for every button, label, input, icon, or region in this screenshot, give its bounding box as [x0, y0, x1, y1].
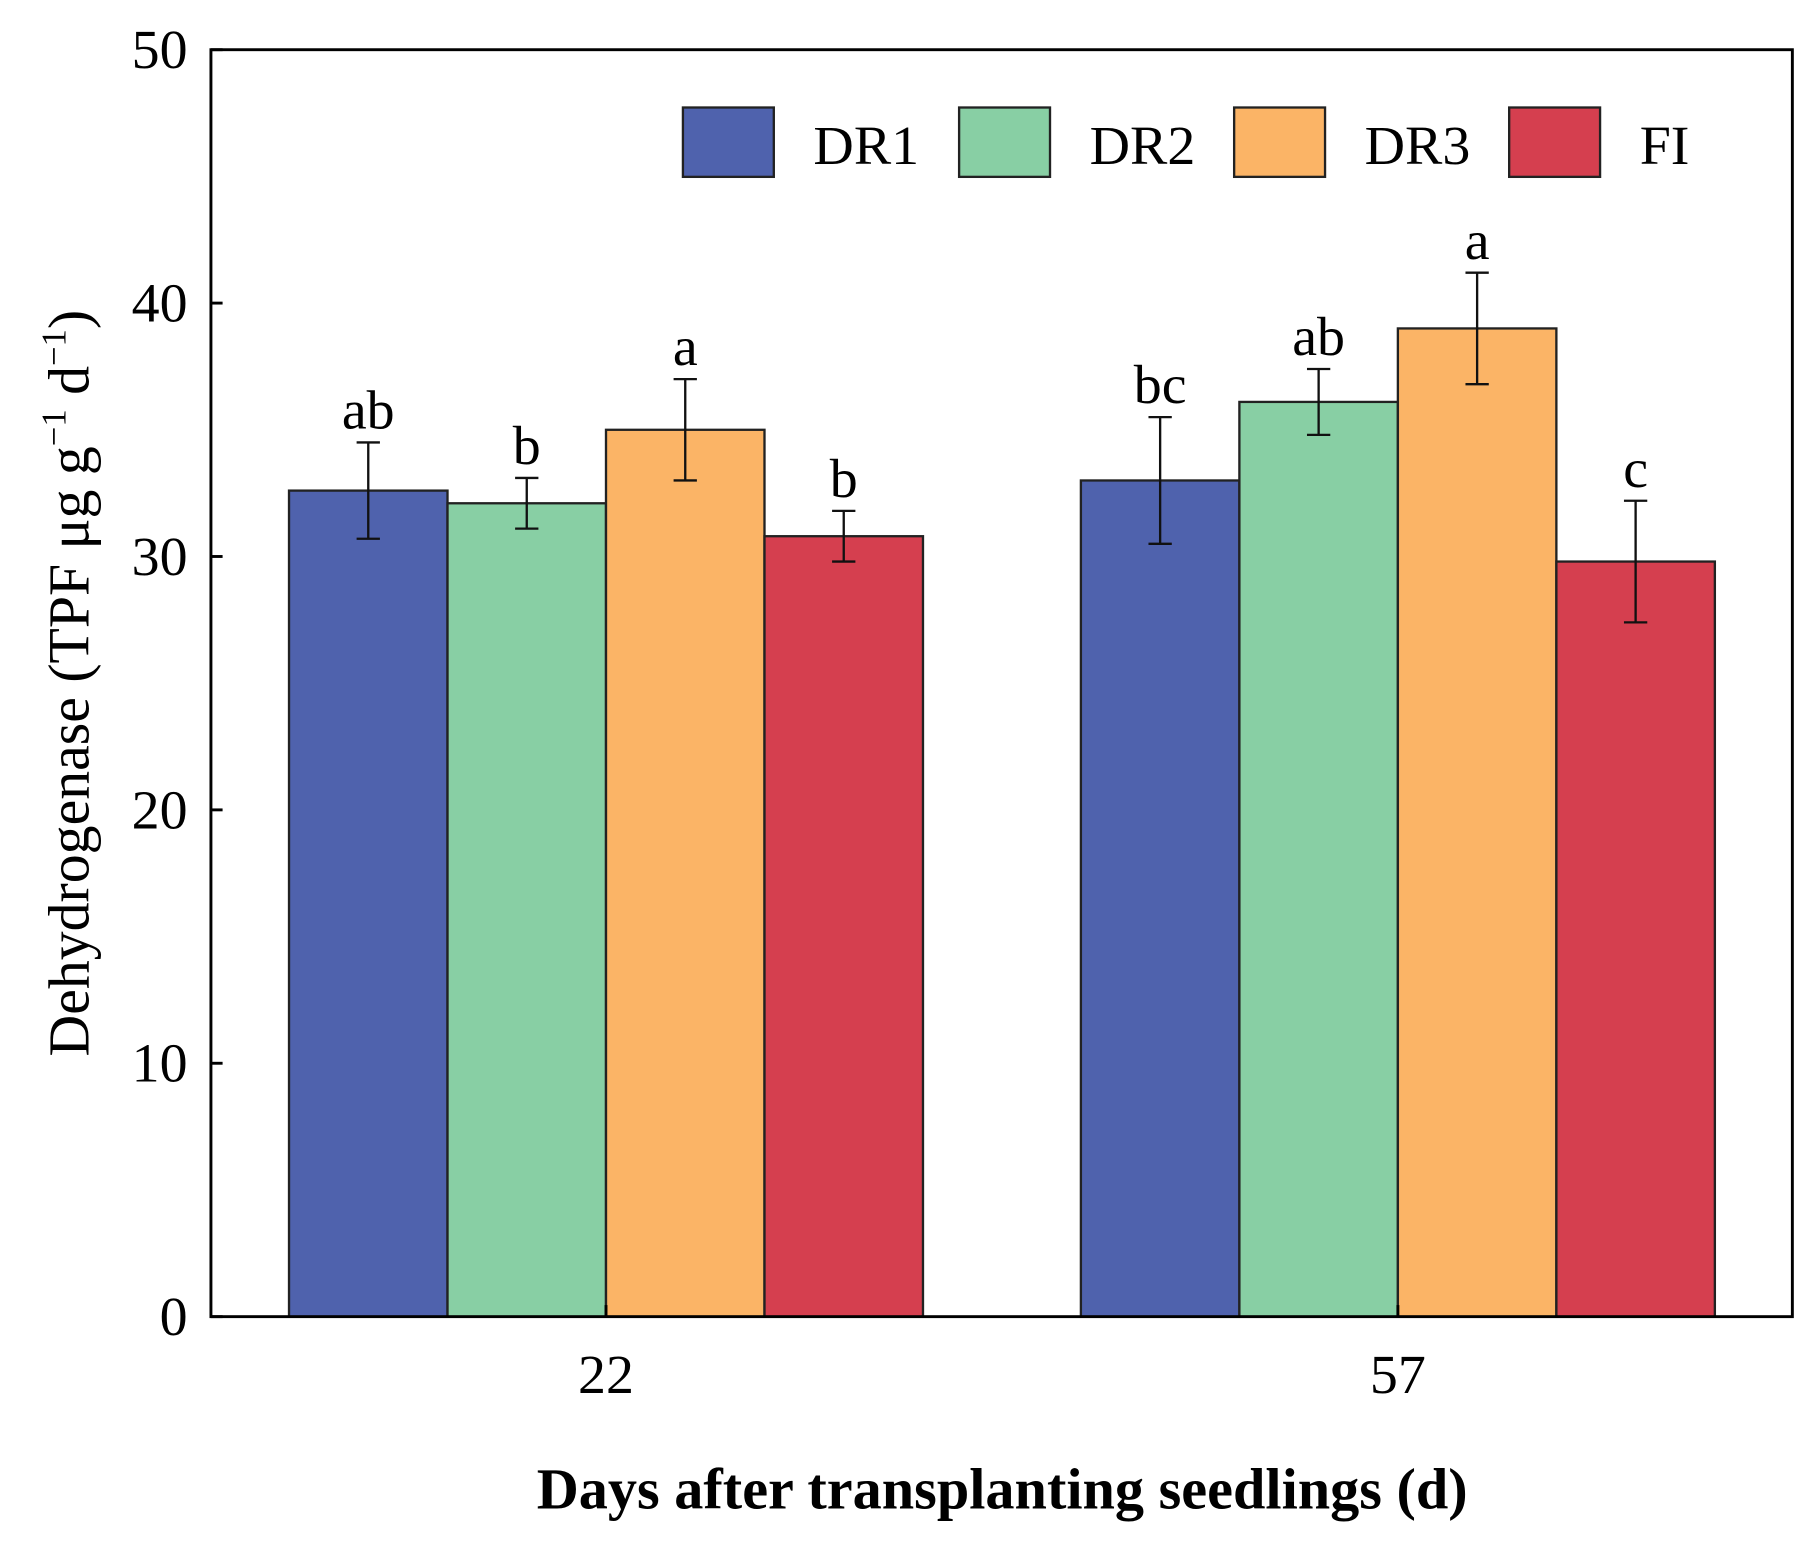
- legend-label-dr1: DR1: [813, 115, 919, 177]
- bar-dr3-day-57: [1396, 327, 1558, 1318]
- y-axis-label-end: ): [36, 310, 101, 329]
- y-axis-label-sup1: −1: [34, 409, 73, 446]
- y-tick-label: 30: [132, 526, 188, 588]
- significance-letter: ab: [342, 380, 395, 442]
- bar-dr3-day-22: [604, 428, 766, 1318]
- significance-letter: b: [830, 448, 858, 510]
- bar-fi-day-22: [763, 535, 925, 1318]
- y-axis-label-main: Dehydrogenase (TPF μg g: [36, 446, 101, 1056]
- y-tick-label: 0: [160, 1286, 188, 1348]
- bar-dr1-day-57: [1079, 479, 1241, 1318]
- y-axis-label-mid: d: [36, 366, 101, 409]
- bar-fi-day-57: [1555, 560, 1717, 1318]
- bar-dr2-day-22: [446, 502, 608, 1318]
- plot-frame: [209, 48, 1794, 1319]
- y-tick-label: 50: [132, 19, 188, 81]
- legend-swatch-dr2: [957, 106, 1052, 179]
- y-tick-label: 40: [132, 273, 188, 335]
- legend-label-dr3: DR3: [1365, 115, 1471, 177]
- legend-swatch-dr1: [681, 106, 775, 179]
- legend-swatch-dr3: [1232, 106, 1327, 179]
- significance-letter: bc: [1134, 354, 1187, 416]
- y-tick-label: 20: [132, 780, 188, 842]
- y-axis-label: Dehydrogenase (TPF μg g−1 d−1): [34, 310, 101, 1057]
- significance-letter: b: [513, 415, 541, 477]
- x-axis-label: Days after transplanting seedlings (d): [537, 1457, 1468, 1522]
- bar-dr2-day-57: [1238, 400, 1400, 1318]
- bar-dr1-day-22: [287, 489, 449, 1318]
- y-tick-label: 10: [132, 1033, 188, 1095]
- y-axis-label-sup2: −1: [34, 329, 73, 366]
- significance-letter: c: [1623, 438, 1648, 500]
- legend-swatch-fi: [1508, 106, 1602, 179]
- significance-letter: a: [1465, 210, 1490, 272]
- x-tick-label: 57: [1370, 1344, 1426, 1406]
- legend-label-fi: FI: [1640, 115, 1690, 177]
- x-tick-label: 22: [578, 1344, 634, 1406]
- significance-letter: ab: [1292, 306, 1345, 368]
- legend-label-dr2: DR2: [1090, 115, 1196, 177]
- significance-letter: a: [673, 316, 698, 378]
